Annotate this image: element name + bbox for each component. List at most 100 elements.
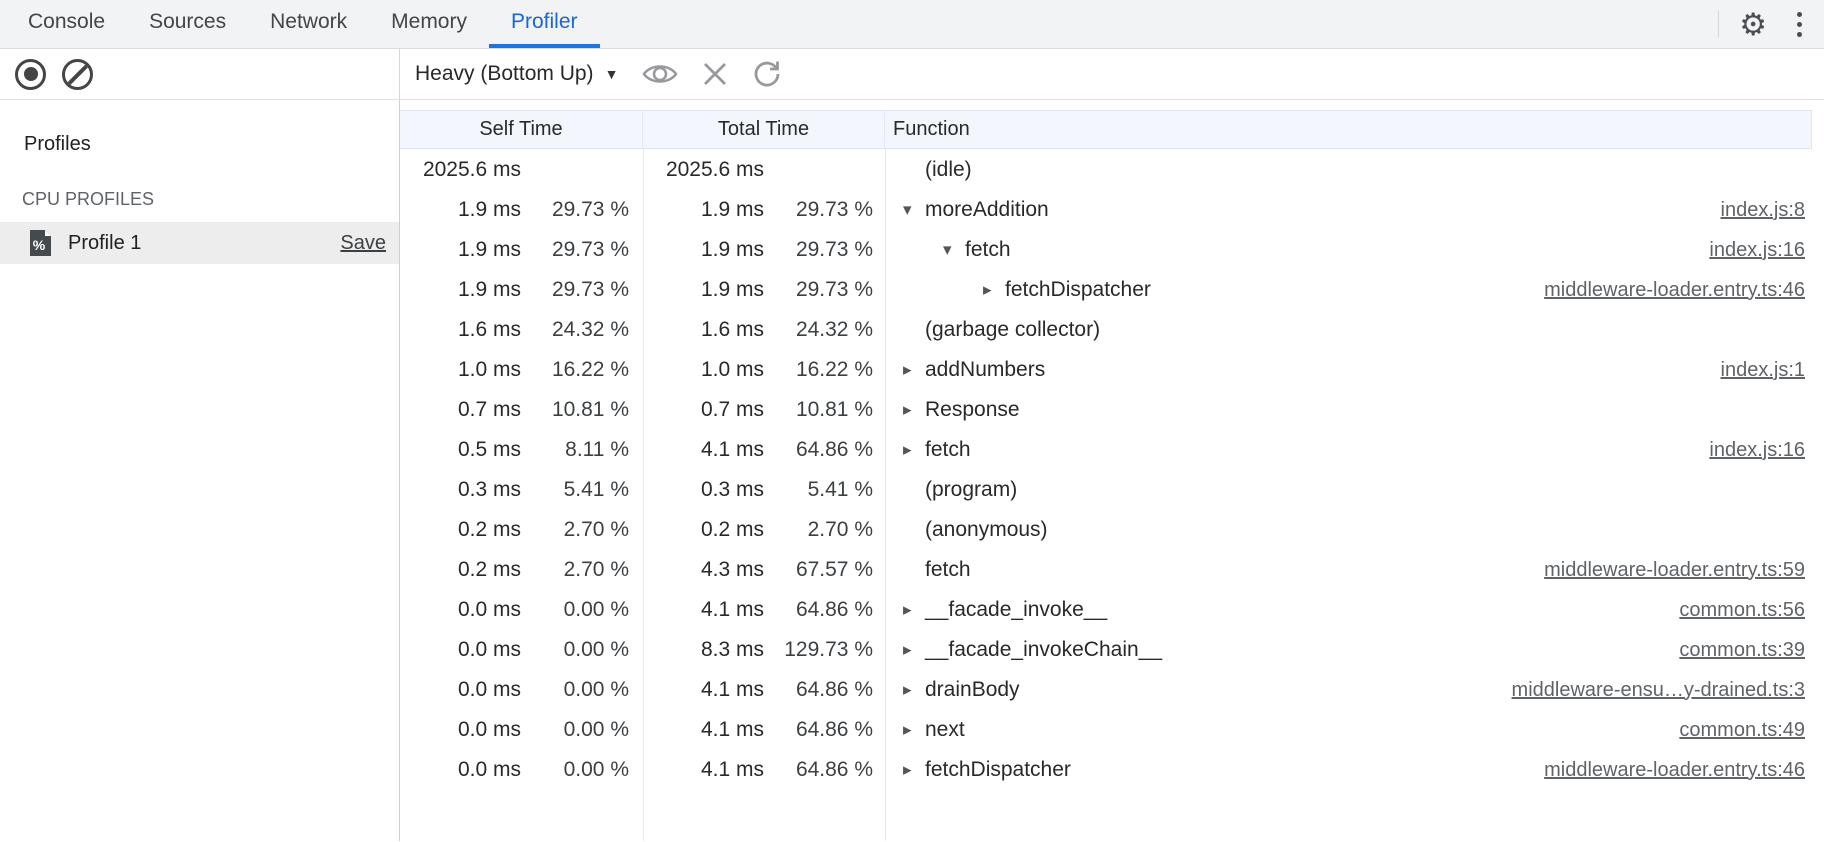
table-row[interactable]: 0.0 ms 0.00 % 4.1 ms 64.86 % ▸ next comm… xyxy=(400,710,1824,750)
self-time-value: 0.0 ms xyxy=(457,638,521,661)
function-name: fetch xyxy=(965,238,1011,261)
self-time-value: 1.0 ms xyxy=(457,358,521,381)
profiler-toolbar-right: Heavy (Bottom Up) ▼ xyxy=(400,49,782,99)
clear-profiles-button[interactable] xyxy=(62,58,93,90)
source-location-link[interactable]: common.ts:49 xyxy=(1679,718,1805,741)
table-row[interactable]: 0.0 ms 0.00 % 4.1 ms 64.86 % ▸ __facade_… xyxy=(400,590,1824,630)
expand-arrow-icon[interactable]: ▸ xyxy=(903,400,912,419)
tab-network[interactable]: Network xyxy=(248,0,369,48)
column-divider xyxy=(643,149,644,841)
function-cell: ▾ fetch index.js:16 xyxy=(885,238,1824,262)
tab-sources[interactable]: Sources xyxy=(127,0,248,48)
source-location-link[interactable]: middleware-loader.entry.ts:46 xyxy=(1544,278,1805,301)
expand-arrow-icon[interactable]: ▸ xyxy=(903,440,912,459)
more-options-kebab-icon[interactable] xyxy=(1791,8,1808,41)
total-time-cell: 2025.6 ms xyxy=(643,158,885,182)
source-location-link[interactable]: index.js:1 xyxy=(1720,358,1806,381)
total-time-percent: 24.32 % xyxy=(795,318,873,341)
total-time-value: 1.0 ms xyxy=(700,358,764,381)
self-time-percent: 29.73 % xyxy=(551,278,629,301)
column-header-total-time[interactable]: Total Time xyxy=(643,111,885,148)
total-time-percent: 29.73 % xyxy=(795,238,873,261)
expand-arrow-icon[interactable]: ▸ xyxy=(903,600,912,619)
source-location-link[interactable]: index.js:16 xyxy=(1709,238,1805,261)
tab-memory[interactable]: Memory xyxy=(369,0,489,48)
table-row[interactable]: 1.9 ms 29.73 % 1.9 ms 29.73 % ▾ moreAddi… xyxy=(400,190,1824,230)
restore-all-functions-button[interactable] xyxy=(752,59,782,89)
source-location-link[interactable]: middleware-ensu…y-drained.ts:3 xyxy=(1511,678,1805,701)
source-location-link[interactable]: common.ts:56 xyxy=(1679,598,1805,621)
self-time-value: 0.2 ms xyxy=(457,518,521,541)
tab-profiler[interactable]: Profiler xyxy=(488,0,600,48)
self-time-percent: 29.73 % xyxy=(551,238,629,261)
expand-arrow-icon[interactable]: ▾ xyxy=(943,240,952,259)
source-location-link[interactable]: middleware-loader.entry.ts:46 xyxy=(1544,758,1805,781)
function-cell: ▸ addNumbers index.js:1 xyxy=(885,358,1824,382)
table-row[interactable]: 0.2 ms 2.70 % 4.3 ms 67.57 % fetch middl… xyxy=(400,550,1824,590)
total-time-value: 0.2 ms xyxy=(700,518,764,541)
expand-arrow-icon[interactable]: ▸ xyxy=(903,720,912,739)
view-mode-dropdown[interactable]: Heavy (Bottom Up) ▼ xyxy=(415,62,618,86)
function-name: (garbage collector) xyxy=(925,318,1101,341)
save-profile-link[interactable]: Save xyxy=(340,231,386,254)
expand-arrow-icon[interactable]: ▸ xyxy=(903,760,912,779)
table-row[interactable]: 1.9 ms 29.73 % 1.9 ms 29.73 % ▾ fetch in… xyxy=(400,230,1824,270)
source-location-link[interactable]: index.js:8 xyxy=(1720,198,1806,221)
function-cell: (program) xyxy=(885,478,1824,502)
profiler-toolbar-left xyxy=(0,49,400,99)
focus-function-button[interactable] xyxy=(642,61,679,87)
table-row[interactable]: 0.0 ms 0.00 % 4.1 ms 64.86 % ▸ fetchDisp… xyxy=(400,750,1824,790)
function-cell: ▸ fetchDispatcher middleware-loader.entr… xyxy=(885,278,1824,302)
record-profile-button[interactable] xyxy=(15,58,46,90)
sidebar-heading: Profiles xyxy=(24,133,91,155)
column-header-self-time[interactable]: Self Time xyxy=(400,111,643,148)
expand-arrow-icon[interactable]: ▸ xyxy=(903,360,912,379)
table-row[interactable]: 0.7 ms 10.81 % 0.7 ms 10.81 % ▸ Response xyxy=(400,390,1824,430)
self-time-percent: 24.32 % xyxy=(551,318,629,341)
grid-header-row: Self Time Total Time Function xyxy=(400,110,1812,149)
self-time-value: 0.0 ms xyxy=(457,718,521,741)
table-row[interactable]: 0.3 ms 5.41 % 0.3 ms 5.41 % (program) xyxy=(400,470,1824,510)
self-time-cell: 0.5 ms 8.11 % xyxy=(400,438,643,462)
tab-label: Network xyxy=(270,10,348,33)
self-time-value: 1.9 ms xyxy=(457,238,521,261)
column-header-function[interactable]: Function xyxy=(893,118,970,140)
self-time-value: 2025.6 ms xyxy=(422,158,521,181)
expand-arrow-icon[interactable]: ▸ xyxy=(903,680,912,699)
total-time-percent: 64.86 % xyxy=(795,718,873,741)
settings-gear-icon[interactable]: ⚙ xyxy=(1739,6,1767,42)
close-icon xyxy=(704,63,727,85)
expand-arrow-icon[interactable]: ▾ xyxy=(903,200,912,219)
profiles-sidebar: Profiles CPU PROFILES % Profile 1 Save xyxy=(0,100,400,841)
table-row[interactable]: 1.6 ms 24.32 % 1.6 ms 24.32 % (garbage c… xyxy=(400,310,1824,350)
record-icon xyxy=(23,67,38,81)
total-time-cell: 0.7 ms 10.81 % xyxy=(643,398,885,422)
self-time-value: 0.3 ms xyxy=(457,478,521,501)
total-time-percent: 64.86 % xyxy=(795,438,873,461)
source-location-link[interactable]: common.ts:39 xyxy=(1679,638,1805,661)
self-time-cell: 1.9 ms 29.73 % xyxy=(400,198,643,222)
table-row[interactable]: 0.5 ms 8.11 % 4.1 ms 64.86 % ▸ fetch ind… xyxy=(400,430,1824,470)
source-location-link[interactable]: index.js:16 xyxy=(1709,438,1805,461)
table-row[interactable]: 0.0 ms 0.00 % 8.3 ms 129.73 % ▸ __facade… xyxy=(400,630,1824,670)
expand-arrow-icon[interactable]: ▸ xyxy=(903,640,912,659)
sidebar-item-profile-1[interactable]: % Profile 1 Save xyxy=(0,222,399,264)
total-time-percent: 129.73 % xyxy=(784,638,873,661)
self-time-percent: 0.00 % xyxy=(563,718,629,741)
table-row[interactable]: 1.9 ms 29.73 % 1.9 ms 29.73 % ▸ fetchDis… xyxy=(400,270,1824,310)
self-time-value: 0.0 ms xyxy=(457,678,521,701)
tab-console[interactable]: Console xyxy=(6,0,127,48)
self-time-cell: 0.0 ms 0.00 % xyxy=(400,598,643,622)
table-row[interactable]: 0.0 ms 0.00 % 4.1 ms 64.86 % ▸ drainBody… xyxy=(400,670,1824,710)
expand-arrow-icon[interactable]: ▸ xyxy=(983,280,992,299)
total-time-value: 1.6 ms xyxy=(700,318,764,341)
self-time-cell: 0.3 ms 5.41 % xyxy=(400,478,643,502)
total-time-value: 2025.6 ms xyxy=(665,158,764,181)
table-row[interactable]: 1.0 ms 16.22 % 1.0 ms 16.22 % ▸ addNumbe… xyxy=(400,350,1824,390)
table-row[interactable]: 2025.6 ms 2025.6 ms (idle) xyxy=(400,150,1824,190)
table-row[interactable]: 0.2 ms 2.70 % 0.2 ms 2.70 % (anonymous) xyxy=(400,510,1824,550)
exclude-function-button[interactable] xyxy=(702,61,728,87)
function-name: (idle) xyxy=(925,158,972,181)
total-time-value: 4.1 ms xyxy=(700,438,764,461)
source-location-link[interactable]: middleware-loader.entry.ts:59 xyxy=(1544,558,1805,581)
